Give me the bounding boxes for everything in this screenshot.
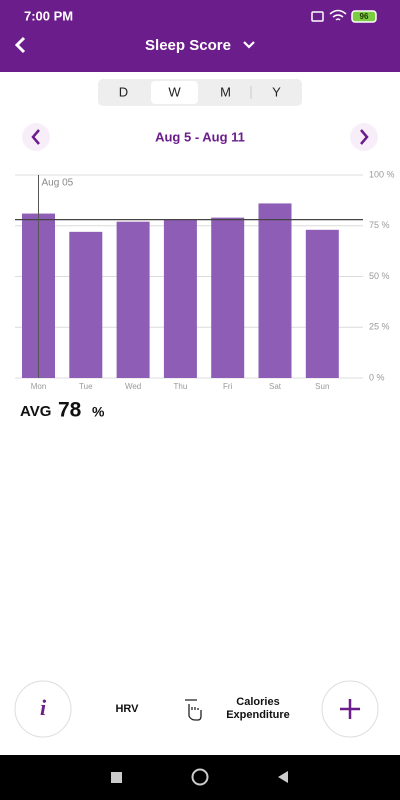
swipe-icon (185, 699, 202, 721)
date-range: Aug 5 - Aug 11 (155, 129, 245, 144)
nav-recent[interactable] (111, 772, 122, 783)
x-tick-label: Sat (269, 382, 282, 391)
info-icon: i (40, 695, 47, 720)
period-tabs (98, 79, 302, 106)
y-tick-label: 0 % (369, 372, 385, 382)
nav-bar (0, 755, 400, 800)
bar (69, 231, 103, 378)
avg-unit: % (92, 404, 105, 420)
calories-button[interactable]: Expenditure (226, 709, 290, 721)
x-tick-label: Thu (174, 382, 188, 391)
x-tick-label: Tue (79, 382, 93, 391)
y-tick-label: 50 % (369, 271, 390, 281)
y-tick-label: 100 % (369, 169, 395, 179)
status-icons (311, 9, 377, 23)
y-tick-label: 75 % (369, 220, 390, 230)
x-tick-label: Sun (315, 382, 329, 391)
tab-selected (151, 81, 198, 104)
chart: 0 % 25 % 50 % 75 % 100 % Mon Tue Wed Thu Fri Sat Su… (15, 169, 395, 391)
x-tick-label: Mon (31, 382, 47, 391)
title-dropdown[interactable] (243, 41, 255, 49)
bar (116, 221, 150, 378)
screen-title[interactable]: Sleep Score (145, 37, 231, 54)
bar (305, 229, 339, 378)
y-tick-label: 25 % (369, 322, 390, 332)
tab[interactable]: M (220, 84, 231, 99)
prev-button[interactable] (22, 123, 50, 151)
nav-back[interactable] (278, 771, 288, 783)
calories-button[interactable]: Calories (236, 696, 279, 708)
x-tick-label: Wed (125, 382, 141, 391)
battery-level: 96 (360, 12, 369, 21)
avg-label: AVG (20, 403, 51, 420)
prev-arrow (31, 129, 40, 145)
next-button[interactable] (350, 123, 378, 151)
nav-home[interactable] (191, 768, 209, 786)
cursor-label: Aug 05 (42, 178, 74, 189)
x-tick-label: Fri (223, 382, 233, 391)
hrv-button[interactable]: HRV (115, 703, 139, 715)
status-time: 7:00 PM (24, 8, 73, 23)
add-icon (340, 699, 360, 719)
info-button[interactable] (14, 680, 72, 738)
avg-value: 78 (58, 399, 82, 422)
next-arrow (360, 129, 369, 145)
back-button[interactable] (14, 36, 26, 54)
tab[interactable]: Y (272, 84, 281, 99)
bar (211, 217, 245, 378)
tab[interactable]: W (168, 84, 181, 99)
bar (163, 219, 197, 378)
bar (258, 203, 292, 378)
tab[interactable]: D (119, 84, 128, 99)
